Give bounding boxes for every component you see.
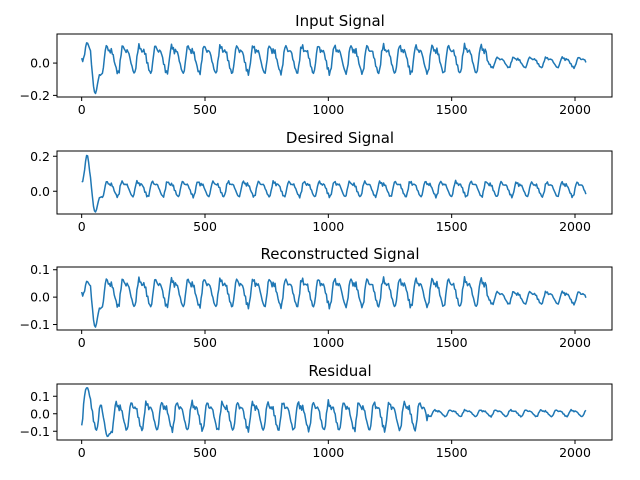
- y-tick-label: 0.0: [30, 406, 50, 421]
- y-axis-ticks-residual: 0.1 0.0 −0.1: [20, 389, 57, 439]
- series-line-residual: [80, 387, 587, 438]
- title-input-signal: Input Signal: [295, 12, 385, 30]
- y-axis-ticks-reconstructed-signal: 0.1 0.0 −0.1: [20, 262, 57, 332]
- x-axis-ticks-desired-signal: 0 500 1000 1500 2000: [78, 214, 591, 234]
- axes-frame-reconstructed-signal: [56, 266, 613, 331]
- x-axis-ticks-input-signal: 0 500 1000 1500 2000: [78, 97, 591, 117]
- x-tick-label: 2000: [559, 335, 591, 350]
- series-line-desired-signal: [81, 154, 587, 213]
- x-tick-label: 1000: [312, 219, 344, 234]
- y-tick-label: 0.0: [30, 56, 50, 71]
- y-tick-label: −0.2: [20, 88, 50, 103]
- x-tick-label: 2000: [559, 445, 591, 460]
- x-tick-label: 0: [78, 102, 86, 117]
- series-line-reconstructed-signal: [80, 276, 587, 328]
- y-tick-label: 0.0: [30, 184, 50, 199]
- x-tick-label: 500: [193, 335, 217, 350]
- x-axis-ticks-residual: 0 500 1000 1500 2000: [78, 440, 591, 460]
- x-tick-label: 0: [78, 335, 86, 350]
- subplot-residual: Residual 0 500 1000 1500 2000 0.1 0.0 −0.1: [20, 362, 613, 460]
- x-tick-label: 1500: [436, 102, 468, 117]
- title-reconstructed-signal: Reconstructed Signal: [260, 245, 419, 263]
- axes-frame-input-signal: [56, 33, 613, 98]
- y-axis-ticks-desired-signal: 0.2 0.0: [30, 149, 57, 199]
- x-tick-label: 0: [78, 445, 86, 460]
- series-line-input-signal: [80, 42, 587, 95]
- y-tick-label: 0.1: [30, 262, 50, 277]
- x-tick-label: 1000: [312, 335, 344, 350]
- y-tick-label: −0.1: [20, 317, 50, 332]
- x-tick-label: 1500: [436, 445, 468, 460]
- y-axis-ticks-input-signal: 0.0 −0.2: [20, 56, 57, 103]
- x-tick-label: 500: [193, 219, 217, 234]
- x-tick-label: 2000: [559, 102, 591, 117]
- y-tick-label: 0.2: [30, 149, 50, 164]
- y-tick-label: −0.1: [20, 424, 50, 439]
- x-tick-label: 500: [193, 445, 217, 460]
- x-tick-label: 2000: [559, 219, 591, 234]
- x-tick-label: 1500: [436, 219, 468, 234]
- y-tick-label: 0.0: [30, 290, 50, 305]
- x-tick-label: 1000: [312, 445, 344, 460]
- axes-frame-desired-signal: [56, 150, 613, 215]
- y-tick-label: 0.1: [30, 389, 50, 404]
- subplot-input-signal: Input Signal 0 500 1000 1500 2000 0.0 −0.2: [20, 12, 613, 117]
- x-tick-label: 0: [78, 219, 86, 234]
- x-tick-label: 1500: [436, 335, 468, 350]
- axes-frame-residual: [56, 383, 613, 441]
- x-axis-ticks-reconstructed-signal: 0 500 1000 1500 2000: [78, 330, 591, 350]
- title-residual: Residual: [308, 362, 371, 380]
- x-tick-label: 1000: [312, 102, 344, 117]
- x-tick-label: 500: [193, 102, 217, 117]
- title-desired-signal: Desired Signal: [286, 129, 394, 147]
- subplot-reconstructed-signal: Reconstructed Signal 0 500 1000 1500 2000 0.…: [20, 245, 613, 350]
- subplot-desired-signal: Desired Signal 0 500 1000 1500 2000 0.2 0.0: [30, 129, 613, 234]
